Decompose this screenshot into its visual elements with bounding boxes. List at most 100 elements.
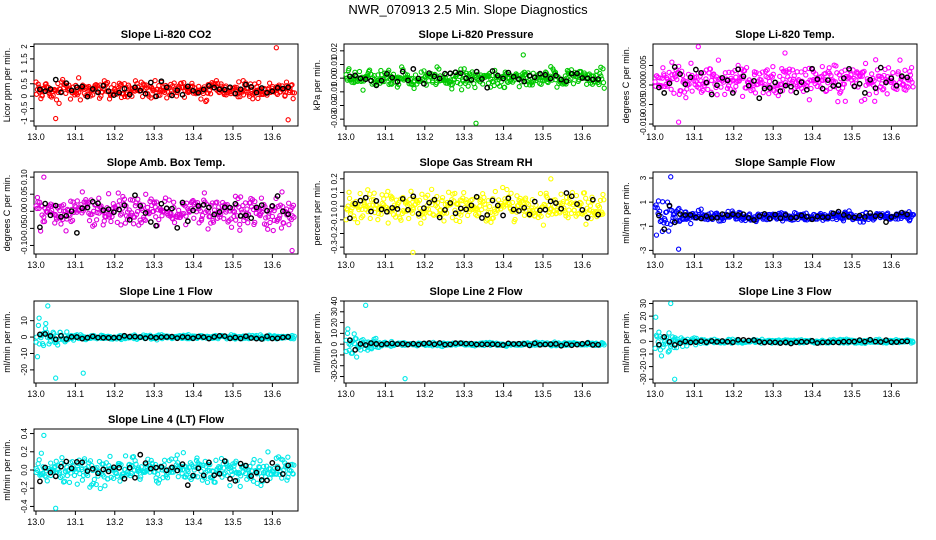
reference-point [163,467,170,474]
data-point [357,190,363,197]
reference-point [904,338,911,345]
data-point [138,219,144,226]
data-point [105,191,112,197]
data-point [35,81,41,87]
y-tick-label: -30 [330,370,339,382]
data-point [895,71,901,77]
reference-point [195,89,202,96]
data-point [418,69,424,75]
reference-point [489,341,496,348]
data-point [273,45,279,51]
y-tick-label: 30 [639,299,648,308]
reference-point [825,214,831,221]
x-tick-label: 13.5 [224,132,242,142]
data-point [122,453,129,459]
reference-point [793,339,800,346]
reference-point [714,82,720,89]
y-axis-label: Licor ppm per min. [2,48,12,123]
plot-frame [343,171,609,255]
data-point [233,217,239,223]
data-point [34,194,41,201]
y-tick-label: -0.01 [330,82,339,101]
x-tick-label: 13.5 [224,517,242,527]
data-point [136,222,142,228]
reference-point [383,340,390,347]
reference-point [211,334,218,340]
data-point [436,66,442,72]
data-point [356,207,362,213]
chart-8: Slope Line 2 Flow ml/min per min. 13.0 13.1… [312,286,609,399]
reference-point [861,338,868,345]
data-point [38,95,44,102]
x-tick-label: 13.6 [883,132,901,142]
data-point [93,217,100,223]
y-tick-label: 0.2 [330,173,339,185]
data-point [346,66,352,72]
data-point [669,59,675,65]
x-tick-label: 13.2 [416,260,434,270]
data-point [60,202,67,208]
reference-point [463,340,470,347]
reference-point [368,77,374,84]
data-point [221,215,227,222]
data-point [198,96,204,102]
reference-point [708,338,715,344]
data-point [231,208,238,215]
reference-point [253,89,260,96]
reference-point [537,207,543,214]
reference-point [63,212,70,219]
reference-point [595,76,602,83]
data-point [666,330,672,336]
reference-point [285,84,292,91]
reference-point [63,336,70,342]
data-point [166,197,172,203]
data-point [652,345,658,351]
reference-point [378,341,385,348]
data-point [290,471,296,477]
reference-point [835,208,842,215]
reference-point [410,340,417,347]
reference-point [436,340,443,346]
data-point [512,216,518,223]
reference-point [110,334,117,341]
data-point [813,71,819,77]
data-point [238,207,244,213]
reference-point [73,459,80,465]
data-point [135,465,142,471]
data-point [64,216,70,222]
reference-point [766,85,773,91]
reference-point [253,335,260,342]
data-point [238,473,244,479]
data-point [194,455,200,461]
data-point [66,479,73,486]
data-point [770,63,776,70]
y-tick-label: 0 [639,339,648,344]
reference-point [100,82,107,89]
reference-point [714,338,720,345]
reference-point [47,212,54,219]
data-point [401,209,407,215]
chart-10: Slope Line 4 (LT) Flow ml/min per min. 13.… [2,414,299,527]
data-point [601,197,607,203]
reference-point [206,82,212,89]
reference-point [788,340,794,347]
reference-point [73,84,80,91]
data-point [688,60,694,66]
reference-point [269,88,276,95]
reference-point [500,342,506,348]
y-tick-label: 0.0 [330,200,339,212]
data-point [130,221,137,227]
y-tick-label: -20 [639,360,648,372]
data-point [381,196,387,202]
x-tick-label: 13.3 [145,517,163,527]
reference-point [190,207,196,214]
reference-point [153,464,160,471]
reference-point [126,333,133,340]
reference-point [883,219,889,225]
data-point [697,73,703,79]
data-point [348,208,354,214]
data-point [59,76,66,83]
data-point [857,219,863,225]
reference-point [547,341,554,348]
